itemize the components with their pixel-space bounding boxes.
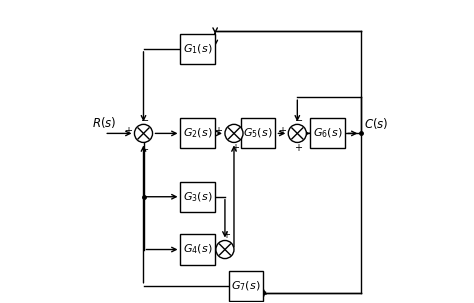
Text: +: + bbox=[231, 143, 239, 153]
Text: +: + bbox=[294, 143, 302, 153]
Text: +: + bbox=[124, 126, 132, 136]
Text: +: + bbox=[278, 126, 286, 136]
Text: $C(s)$: $C(s)$ bbox=[365, 116, 389, 131]
Text: $G_4(s)$: $G_4(s)$ bbox=[183, 243, 212, 256]
Circle shape bbox=[135, 124, 153, 142]
Text: $G_1(s)$: $G_1(s)$ bbox=[183, 42, 212, 56]
FancyBboxPatch shape bbox=[229, 271, 264, 301]
Circle shape bbox=[225, 124, 243, 142]
Text: $G_3(s)$: $G_3(s)$ bbox=[183, 190, 212, 204]
Text: +: + bbox=[222, 230, 230, 240]
FancyBboxPatch shape bbox=[310, 118, 345, 148]
Text: $G_5(s)$: $G_5(s)$ bbox=[243, 127, 273, 140]
FancyBboxPatch shape bbox=[181, 34, 215, 64]
FancyBboxPatch shape bbox=[241, 118, 275, 148]
Text: $-$: $-$ bbox=[140, 114, 149, 124]
FancyBboxPatch shape bbox=[181, 182, 215, 212]
Text: $G_7(s)$: $G_7(s)$ bbox=[231, 279, 261, 292]
Text: $R(s)$: $R(s)$ bbox=[92, 115, 117, 130]
FancyBboxPatch shape bbox=[181, 118, 215, 148]
Text: $-$: $-$ bbox=[294, 114, 303, 124]
Circle shape bbox=[216, 241, 234, 258]
FancyBboxPatch shape bbox=[181, 235, 215, 265]
Text: $G_6(s)$: $G_6(s)$ bbox=[313, 127, 342, 140]
Text: +: + bbox=[205, 242, 213, 252]
Circle shape bbox=[288, 124, 306, 142]
Text: +: + bbox=[214, 126, 222, 136]
Text: $G_2(s)$: $G_2(s)$ bbox=[183, 127, 212, 140]
Text: $-$: $-$ bbox=[140, 143, 149, 153]
